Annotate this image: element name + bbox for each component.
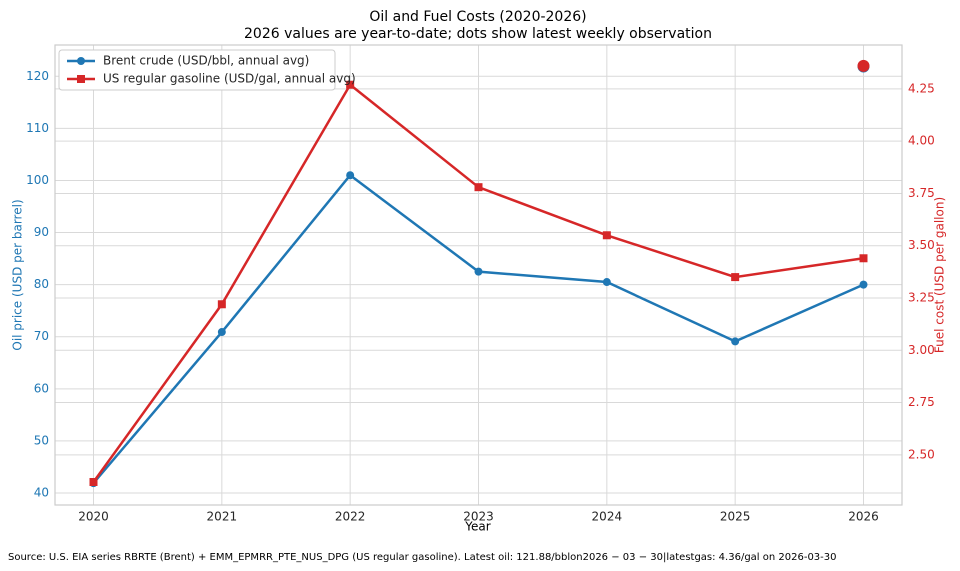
x-tick-label: 2022 (335, 510, 366, 524)
y-tick-label: 100 (26, 173, 49, 187)
legend-marker (77, 75, 85, 83)
y-tick-label: 110 (26, 121, 49, 135)
latest-dot (857, 59, 870, 72)
chart-title: Oil and Fuel Costs (2020-2026) (369, 9, 586, 25)
y2-tick-label: 4.25 (908, 81, 935, 95)
x-tick-label: 2023 (463, 510, 494, 524)
data-point (217, 328, 226, 337)
legend-label: US regular gasoline (USD/gal, annual avg… (103, 72, 356, 86)
y-tick-label: 60 (34, 381, 49, 395)
x-tick-label: 2025 (720, 510, 751, 524)
data-point (859, 280, 868, 289)
legend-marker (77, 57, 85, 65)
x-tick-label: 2021 (207, 510, 238, 524)
data-point (859, 254, 868, 263)
plot-frame (54, 44, 903, 506)
data-point (346, 171, 355, 180)
y2-tick-label: 2.75 (908, 395, 935, 409)
y-tick-label: 40 (34, 486, 49, 500)
y2-tick-label: 2.50 (908, 447, 935, 461)
y-tick-label: 70 (34, 329, 49, 343)
y-tick-label: 50 (34, 433, 49, 447)
y2-tick-label: 3.75 (908, 186, 935, 200)
x-tick-label: 2026 (848, 510, 879, 524)
x-axis-label: Year (464, 520, 490, 534)
x-tick-label: 2020 (78, 510, 109, 524)
y2-tick-label: 3.00 (908, 343, 935, 357)
chart-subtitle: 2026 values are year-to-date; dots show … (244, 26, 712, 42)
data-point (217, 300, 226, 309)
y-tick-label: 90 (34, 225, 49, 239)
data-point (731, 337, 740, 346)
y2-tick-label: 3.50 (908, 238, 935, 252)
data-point (602, 278, 611, 287)
y2-tick-label: 4.00 (908, 134, 935, 148)
legend-label: Brent crude (USD/bbl, annual avg) (103, 54, 309, 68)
legend-box (58, 49, 336, 91)
data-point (89, 478, 98, 486)
data-point (602, 231, 611, 240)
y-tick-label: 80 (34, 277, 49, 291)
data-point (474, 267, 483, 276)
y-tick-label: 120 (26, 69, 49, 83)
source-note: Source: U.S. EIA series RBRTE (Brent) + … (8, 552, 837, 563)
x-tick-label: 2024 (592, 510, 623, 524)
y2-axis-label: Fuel cost (USD per gallon) (933, 197, 947, 353)
data-point (474, 183, 483, 192)
y2-tick-label: 3.25 (908, 291, 935, 305)
y-axis-label: Oil price (USD per barrel) (11, 199, 25, 350)
data-point (346, 80, 355, 89)
data-point (731, 273, 740, 282)
